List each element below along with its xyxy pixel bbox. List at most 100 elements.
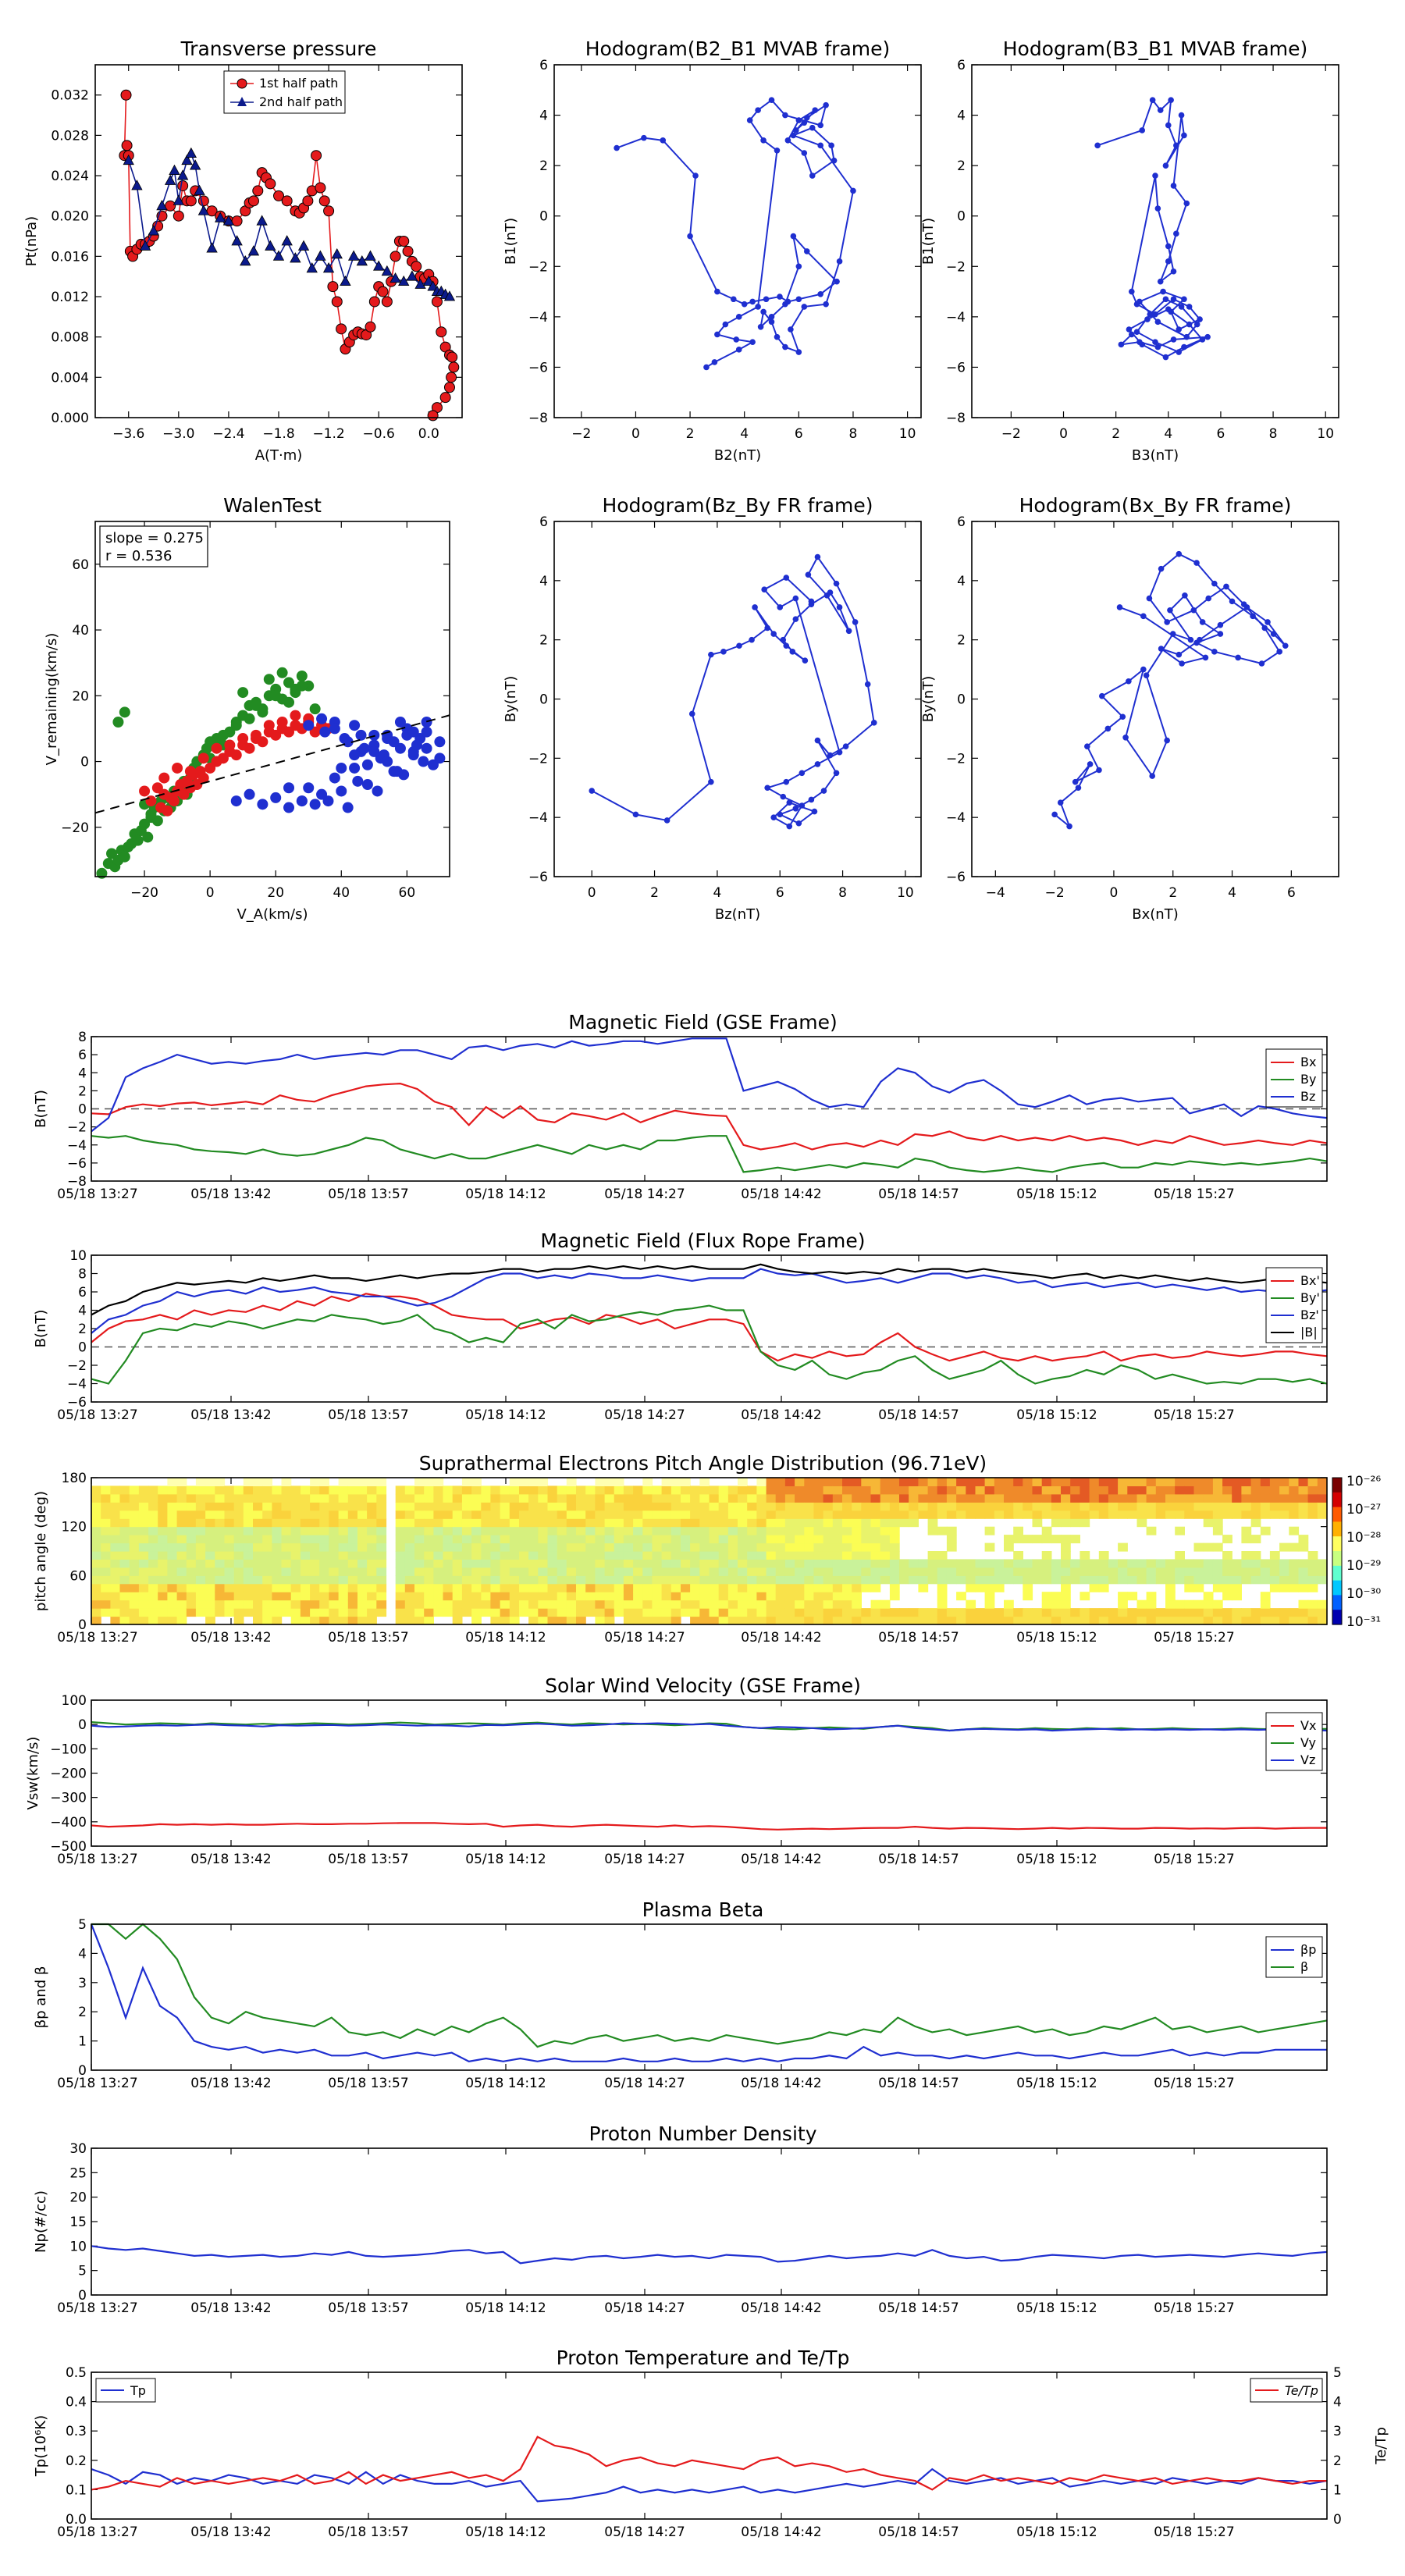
pad-cell (946, 1616, 957, 1625)
pad-cell (832, 1575, 843, 1585)
pad-cell (984, 1575, 995, 1585)
pad-cell (347, 1559, 358, 1568)
pad-cell (880, 1575, 891, 1585)
pad-cell (804, 1583, 815, 1592)
pt-point-first-half (265, 178, 276, 190)
beta-time-label: 05/18 13:57 (328, 2076, 408, 2091)
pad-cell (1222, 1567, 1232, 1576)
pad-cell (1317, 1616, 1328, 1625)
pad-cell (870, 1485, 881, 1495)
pad-cell (1070, 1567, 1080, 1576)
walen-point-red (158, 772, 170, 784)
pad-cell (585, 1542, 596, 1552)
np-ytick-label: 30 (69, 2141, 87, 2157)
pad-cell (376, 1559, 387, 1568)
pad-cell (927, 1502, 938, 1511)
bfr-ytick-label: 8 (78, 1267, 87, 1283)
pt-point-first-half (177, 180, 189, 191)
pad-cell (614, 1608, 624, 1617)
h21-hodogram-point (722, 321, 729, 328)
beta-ytick-label: 5 (78, 1917, 87, 1933)
pad-cell (994, 1616, 1005, 1625)
pad-cell (290, 1575, 301, 1585)
pad-cell (661, 1542, 672, 1552)
bfr-time-label: 05/18 14:42 (741, 1407, 821, 1423)
pad-cell (718, 1485, 729, 1495)
pt-xtick-label: 0.0 (418, 426, 439, 442)
pad-cell (1051, 1478, 1062, 1486)
pad-cell (281, 1485, 292, 1495)
pad-cell (481, 1599, 492, 1609)
pad-cell (1212, 1493, 1223, 1503)
h21-hodogram-point (801, 119, 808, 126)
pad-cell (775, 1510, 786, 1519)
pad-cell (661, 1551, 672, 1560)
pad-cell (1061, 1599, 1071, 1609)
pad-cell (784, 1518, 795, 1528)
tp-time-label: 05/18 13:27 (57, 2524, 137, 2540)
pad-cell (338, 1575, 349, 1585)
walen-point-blue (349, 762, 361, 774)
pad-cell (795, 1542, 805, 1552)
pad-cell (424, 1616, 434, 1625)
walen-point-blue (303, 782, 315, 794)
pad-cell (1250, 1502, 1261, 1511)
pad-cell (1241, 1559, 1252, 1568)
pad-cell (1136, 1518, 1147, 1528)
pad-cell (784, 1510, 795, 1519)
pad-cell (395, 1551, 406, 1560)
pad-cell (1289, 1608, 1300, 1617)
pad-cell (290, 1551, 301, 1560)
pad-cell (889, 1616, 900, 1625)
pad-cell (1070, 1608, 1080, 1617)
pad-cell (452, 1559, 463, 1568)
pt-point-second-half (222, 215, 235, 226)
pad-cell (1061, 1559, 1071, 1568)
pad-cell (699, 1526, 710, 1535)
pad-cell (195, 1478, 206, 1486)
pad-cell (176, 1493, 187, 1503)
hzy-hodogram-point (770, 814, 777, 820)
h31-hodogram-point (1168, 97, 1174, 103)
walen-point-blue (411, 739, 422, 751)
pad-cell (414, 1518, 425, 1528)
vsw-ytick-label: −400 (50, 1815, 87, 1831)
tp-title: Proton Temperature and Te/Tp (557, 2347, 850, 2369)
pad-cell (576, 1502, 586, 1511)
pad-cell (747, 1599, 757, 1609)
pt-point-first-half (439, 392, 451, 404)
pad-cell (538, 1592, 549, 1601)
pad-cell (433, 1493, 444, 1503)
pt-point-second-half (185, 147, 197, 158)
pad-cell (1051, 1567, 1062, 1576)
pad-cell (290, 1526, 301, 1535)
walen-point-blue (421, 742, 432, 754)
pad-cell (1080, 1608, 1090, 1617)
pad-cell (566, 1551, 577, 1560)
pad-cell (404, 1567, 415, 1576)
pad-cell (1136, 1599, 1147, 1609)
pad-cell (376, 1526, 387, 1535)
h21-hodogram-point (735, 347, 742, 353)
vsw-time-label: 05/18 14:27 (604, 1852, 685, 1867)
pad-cell (804, 1575, 815, 1585)
pt-point-second-half (272, 250, 285, 261)
pad-cell (1041, 1575, 1052, 1585)
pad-cell (424, 1485, 434, 1495)
pad-cell (718, 1567, 729, 1576)
h21-hodogram-point (733, 336, 740, 343)
pad-cell (500, 1502, 510, 1511)
pad-cell (367, 1551, 377, 1560)
pad-cell (357, 1575, 368, 1585)
pad-cell (281, 1559, 292, 1568)
pad-cell (604, 1567, 615, 1576)
pad-cell (681, 1502, 691, 1511)
pad-cell (471, 1608, 482, 1617)
pad-cell (690, 1518, 700, 1528)
pt-point-first-half (120, 89, 132, 101)
pad-cell (272, 1583, 283, 1592)
pad-cell (804, 1526, 815, 1535)
h21-xtick-label: 2 (686, 426, 695, 442)
pad-cell (290, 1535, 301, 1544)
pad-cell (1013, 1502, 1023, 1511)
